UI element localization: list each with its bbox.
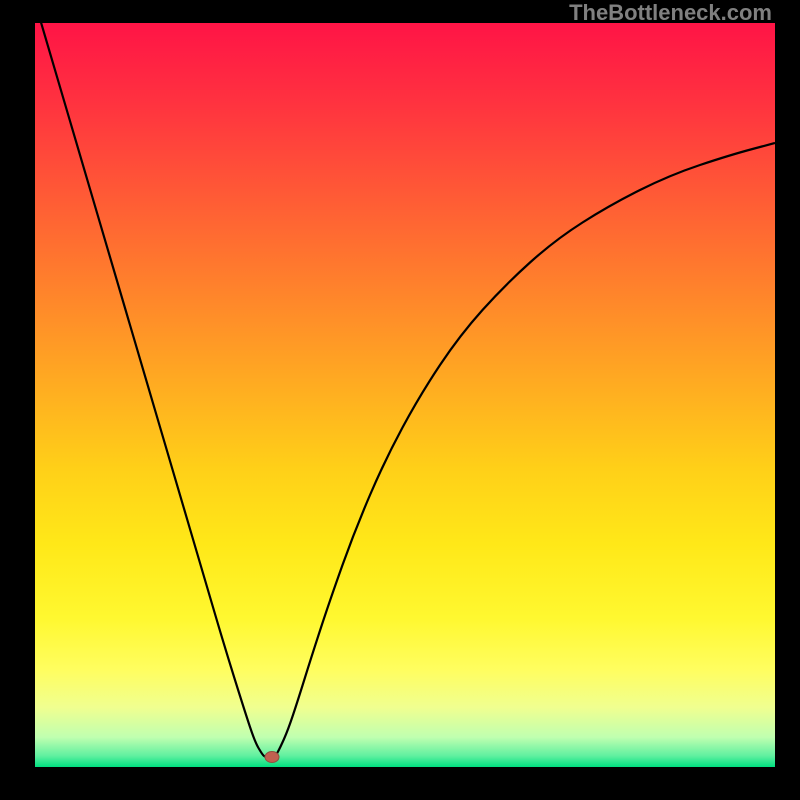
watermark-text: TheBottleneck.com	[569, 0, 772, 26]
plot-area	[0, 0, 800, 800]
chart-container	[0, 0, 800, 800]
gradient-background	[35, 23, 775, 767]
optimal-point-marker	[265, 752, 279, 763]
chart-svg	[0, 0, 800, 800]
